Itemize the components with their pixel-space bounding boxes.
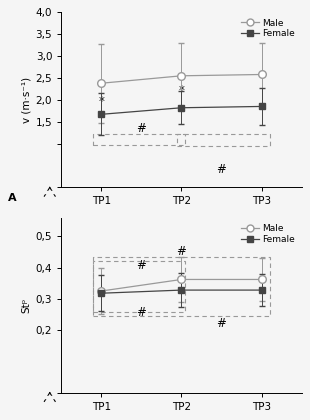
Text: #: #	[176, 245, 186, 258]
Legend: Male, Female: Male, Female	[239, 222, 297, 245]
Text: *: *	[98, 94, 104, 108]
Y-axis label: v (m·s⁻¹): v (m·s⁻¹)	[21, 77, 31, 123]
Text: #: #	[217, 317, 226, 330]
Text: *: *	[179, 84, 184, 97]
Text: #: #	[136, 307, 146, 320]
Text: A: A	[8, 194, 17, 203]
Text: #: #	[217, 163, 226, 176]
Y-axis label: Stᵖ: Stᵖ	[21, 297, 32, 313]
Text: #: #	[136, 122, 146, 135]
Text: #: #	[136, 259, 146, 272]
Legend: Male, Female: Male, Female	[239, 17, 297, 40]
Bar	[93, 257, 270, 316]
Bar	[93, 261, 185, 312]
Bar	[177, 134, 270, 146]
Bar	[93, 134, 185, 144]
